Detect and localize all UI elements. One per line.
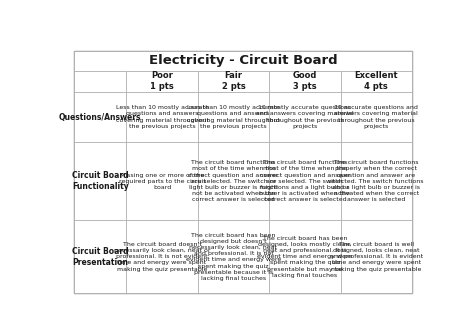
Text: Fair
2 pts: Fair 2 pts (221, 71, 245, 91)
Text: Circuit Board
Presentation: Circuit Board Presentation (72, 247, 128, 267)
Bar (269, 142, 340, 220)
Bar (340, 220, 412, 293)
Bar (198, 142, 269, 220)
Bar (198, 220, 269, 293)
Text: The circuit board functions
most of the time when the
correct question and answe: The circuit board functions most of the … (259, 160, 350, 202)
Bar (340, 92, 412, 142)
Text: The circuit board doesn't
necessarily look clean, neat or
professional. It is no: The circuit board doesn't necessarily lo… (114, 242, 210, 272)
Bar (269, 92, 340, 142)
Bar (74, 92, 127, 142)
Bar (127, 220, 198, 293)
Text: Questions/Answers: Questions/Answers (59, 113, 141, 122)
Text: 10 accurate questions and
answers covering material
throughout the previous
proj: 10 accurate questions and answers coveri… (334, 105, 418, 129)
Text: 10 mostly accurate questions
and answers covering material
throughout the previo: 10 mostly accurate questions and answers… (256, 105, 354, 129)
Text: The circuit board functions
most of the time when the
correct question and answe: The circuit board functions most of the … (188, 160, 279, 202)
Bar (74, 220, 127, 293)
Bar (127, 71, 198, 92)
Bar (127, 92, 198, 142)
Text: The circuit board has been
designed but doesn't
necessarily look clean, neat
and: The circuit board has been designed but … (186, 232, 281, 281)
Text: Poor
1 pts: Poor 1 pts (150, 71, 174, 91)
Bar (269, 220, 340, 293)
Text: Good
3 pts: Good 3 pts (292, 71, 317, 91)
Text: The circuit board is well
designed, looks clean, neat
and professional. It is ev: The circuit board is well designed, look… (329, 242, 423, 272)
Text: Excellent
4 pts: Excellent 4 pts (355, 71, 398, 91)
Text: Circuit Board
Functionality: Circuit Board Functionality (72, 171, 128, 191)
Bar (340, 71, 412, 92)
Text: Electricity - Circuit Board: Electricity - Circuit Board (149, 54, 337, 67)
Bar (198, 92, 269, 142)
Bar (74, 71, 127, 92)
Text: The circuit board functions
properly when the correct
question and answer are
se: The circuit board functions properly whe… (328, 160, 424, 202)
Bar (269, 71, 340, 92)
Text: Less than 10 mostly accurate
questions and answers
covering material throughout
: Less than 10 mostly accurate questions a… (187, 105, 280, 129)
Bar (340, 142, 412, 220)
Bar (74, 142, 127, 220)
Bar (74, 51, 412, 71)
Bar (198, 71, 269, 92)
Text: Less than 10 mostly accurate
questions and answers
covering material throughout
: Less than 10 mostly accurate questions a… (116, 105, 209, 129)
Text: Missing one or more of the
required parts to the circuit
board: Missing one or more of the required part… (118, 173, 206, 190)
Bar (127, 142, 198, 220)
Text: The circuit board has been
designed, looks mostly clean,
neat and professional. : The circuit board has been designed, loo… (257, 236, 353, 278)
